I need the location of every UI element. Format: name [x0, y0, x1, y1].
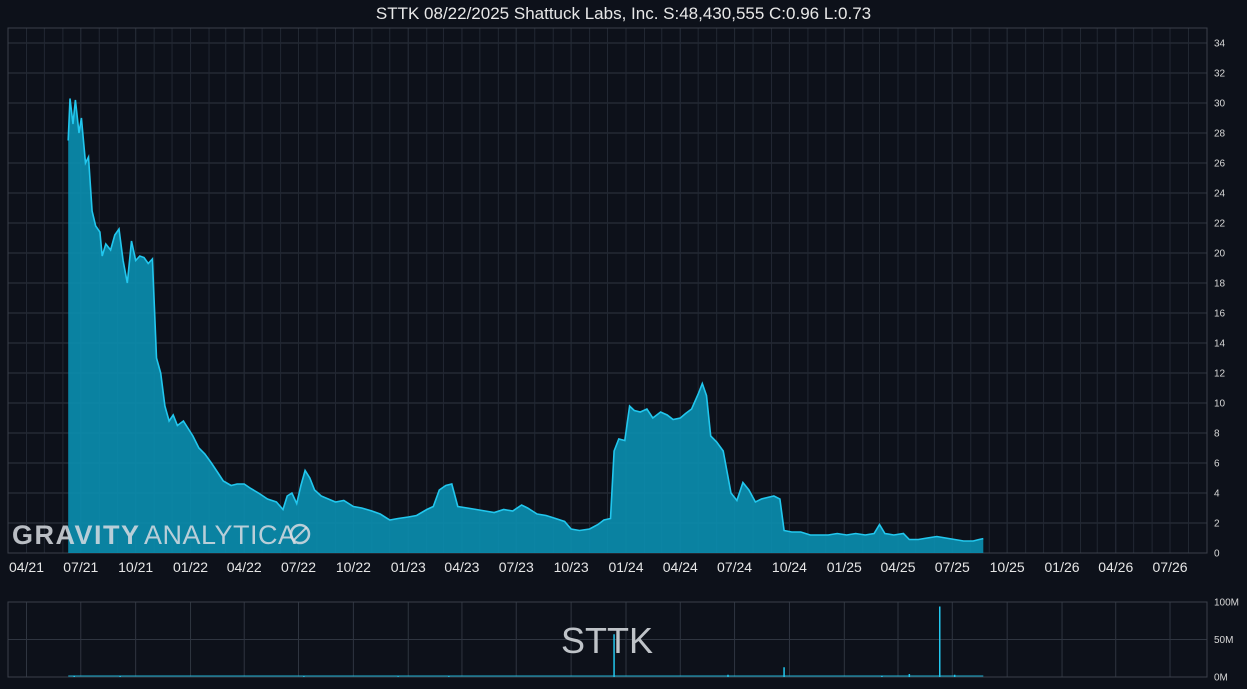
x-tick-label: 07/24: [717, 559, 752, 575]
watermark-slash-icon: [292, 526, 308, 542]
y-tick-label: 8: [1214, 429, 1220, 440]
y-tick-label: 10: [1214, 399, 1226, 410]
y-tick-label: 22: [1214, 219, 1226, 230]
y-tick-label: 6: [1214, 459, 1220, 470]
volume-symbol-label: STTK: [561, 620, 653, 661]
y-tick-label: 0: [1214, 549, 1220, 560]
watermark-ring-icon: [289, 523, 311, 545]
price-area: [67, 98, 984, 553]
y-tick-label: 30: [1214, 99, 1226, 110]
y-tick-label: 24: [1214, 189, 1226, 200]
y-tick-label: 12: [1214, 369, 1226, 380]
volume-bars: [68, 606, 984, 677]
x-tick-label: 01/24: [608, 559, 643, 575]
y-tick-label: 2: [1214, 519, 1220, 530]
y-tick-label: 16: [1214, 309, 1226, 320]
x-tick-label: 04/24: [663, 559, 698, 575]
volume-y-tick-label: 100M: [1214, 598, 1239, 609]
volume-frame: [7, 601, 1208, 678]
watermark-text-gravity: GRAVITY: [12, 520, 141, 550]
x-tick-label: 10/24: [772, 559, 807, 575]
y-tick-label: 14: [1214, 339, 1226, 350]
x-tick-label: 07/23: [499, 559, 534, 575]
x-tick-label: 10/21: [118, 559, 153, 575]
volume-grid: [7, 601, 1208, 678]
x-tick-label: 01/22: [173, 559, 208, 575]
price-area-fill: [68, 98, 984, 553]
x-tick-label: 04/21: [9, 559, 44, 575]
x-axis-ticks: 04/21 07/21 10/21 01/22 04/22 07/22 10/22 01/23…: [9, 559, 1188, 575]
price-line: [67, 98, 984, 542]
volume-y-tick-label: 50M: [1214, 635, 1233, 646]
x-tick-label: 01/25: [827, 559, 862, 575]
watermark-logo: GRAVITY ANALYTICA: [12, 520, 311, 550]
x-tick-label: 01/26: [1045, 559, 1080, 575]
y-tick-label: 20: [1214, 249, 1226, 260]
x-tick-label: 04/25: [880, 559, 915, 575]
x-tick-label: 07/21: [63, 559, 98, 575]
x-tick-label: 04/26: [1098, 559, 1133, 575]
y-tick-label: 18: [1214, 279, 1226, 290]
x-tick-label: 07/22: [281, 559, 316, 575]
x-tick-label: 10/25: [990, 559, 1025, 575]
y-tick-label: 32: [1214, 69, 1226, 80]
y-tick-label: 26: [1214, 159, 1226, 170]
x-tick-label: 10/23: [554, 559, 589, 575]
volume-y-tick-label: 0M: [1214, 673, 1228, 684]
main-grid: [7, 27, 1208, 554]
x-tick-label: 01/23: [391, 559, 426, 575]
x-tick-label: 04/22: [227, 559, 262, 575]
y-tick-label: 28: [1214, 129, 1226, 140]
chart-title: STTK 08/22/2025 Shattuck Labs, Inc. S:48…: [375, 4, 872, 23]
x-tick-label: 04/23: [444, 559, 479, 575]
x-tick-label: 07/25: [935, 559, 970, 575]
volume-y-ticks: 100M 50M 0M: [1214, 598, 1239, 684]
y-tick-label: 34: [1214, 39, 1226, 50]
x-tick-label: 07/26: [1152, 559, 1187, 575]
x-tick-label: 10/22: [336, 559, 371, 575]
y-tick-label: 4: [1214, 489, 1220, 500]
watermark-text-analytica: ANALYTICA: [144, 520, 297, 550]
